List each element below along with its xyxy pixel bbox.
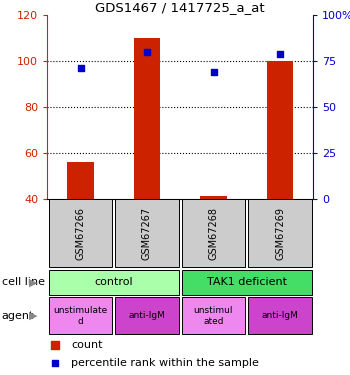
Text: GSM67268: GSM67268 — [209, 207, 218, 260]
Text: anti-IgM: anti-IgM — [128, 311, 166, 320]
Text: unstimulate
d: unstimulate d — [53, 306, 108, 326]
Point — [52, 342, 58, 348]
Title: GDS1467 / 1417725_a_at: GDS1467 / 1417725_a_at — [96, 1, 265, 14]
Bar — [49, 200, 112, 267]
Bar — [267, 61, 293, 199]
Bar — [182, 270, 312, 295]
Text: agent: agent — [2, 311, 34, 321]
Bar — [248, 200, 312, 267]
Text: unstimul
ated: unstimul ated — [194, 306, 233, 326]
Text: ▶: ▶ — [29, 311, 37, 321]
Text: GSM67266: GSM67266 — [76, 207, 85, 260]
Text: ▶: ▶ — [29, 277, 37, 287]
Point — [78, 65, 83, 71]
Text: GSM67269: GSM67269 — [275, 207, 285, 260]
Bar — [182, 297, 245, 334]
Text: control: control — [94, 277, 133, 287]
Text: GSM67267: GSM67267 — [142, 207, 152, 260]
Point — [144, 49, 150, 55]
Bar — [134, 38, 160, 199]
Bar — [248, 297, 312, 334]
Text: anti-IgM: anti-IgM — [261, 311, 299, 320]
Text: percentile rank within the sample: percentile rank within the sample — [71, 358, 259, 368]
Bar — [116, 297, 178, 334]
Point — [211, 69, 216, 75]
Bar — [116, 200, 178, 267]
Point — [52, 360, 58, 366]
Text: count: count — [71, 339, 103, 350]
Bar — [67, 162, 94, 199]
Text: cell line: cell line — [2, 277, 45, 287]
Point — [277, 51, 283, 57]
Text: TAK1 deficient: TAK1 deficient — [207, 277, 287, 287]
Bar — [200, 196, 227, 199]
Bar — [49, 297, 112, 334]
Bar — [182, 200, 245, 267]
Bar — [49, 270, 178, 295]
